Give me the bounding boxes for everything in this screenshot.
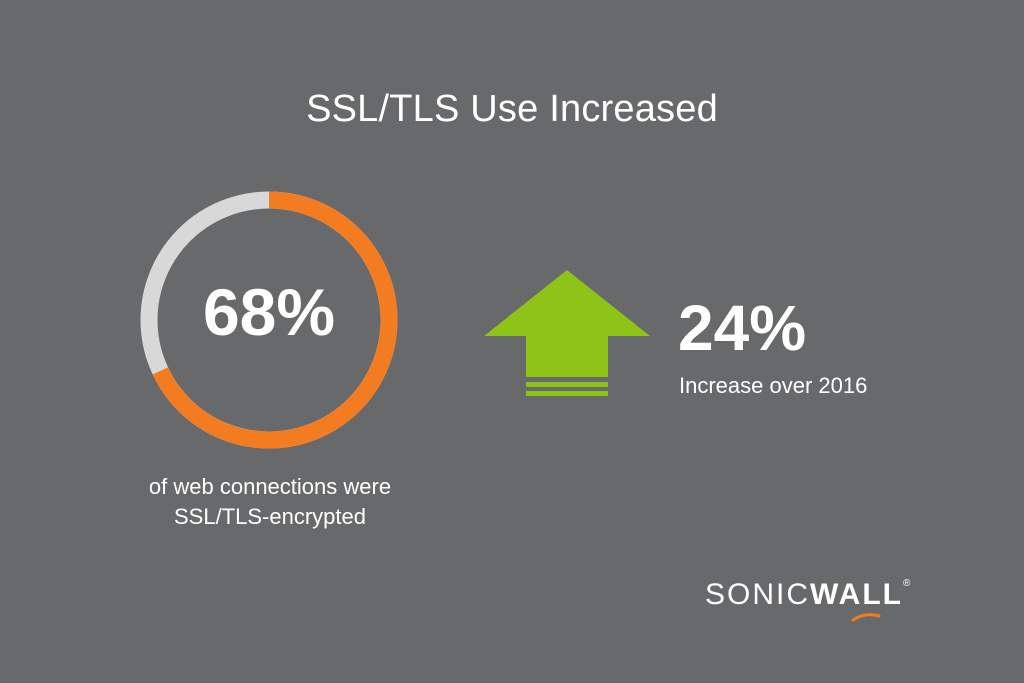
- logo-swoosh-icon: [851, 613, 881, 622]
- donut-percent-label: 68%: [202, 275, 336, 349]
- logo-text-bold: WALL: [810, 578, 903, 611]
- logo-registered: ®: [903, 578, 913, 589]
- donut-caption-line1: of web connections were: [148, 474, 392, 499]
- arrow-head: [484, 270, 650, 377]
- donut-fill: [140, 191, 398, 449]
- arrow-stripe: [526, 382, 608, 387]
- page-title: SSL/TLS Use Increased: [306, 88, 718, 130]
- arrow-stripe: [526, 391, 608, 396]
- donut-caption-line2: SSL/TLS-encrypted: [174, 504, 366, 529]
- donut-caption: of web connections were SSL/TLS-encrypte…: [100, 472, 440, 532]
- sonicwall-logo: SONICWALL®: [705, 570, 945, 630]
- logo-text: SONICWALL®: [705, 578, 912, 612]
- donut-chart: 68%: [134, 185, 404, 455]
- donut-ring: [140, 191, 398, 449]
- increase-value: 24%: [678, 292, 807, 364]
- increase-caption: Increase over 2016: [679, 373, 868, 398]
- logo-text-thin: SONIC: [705, 578, 811, 611]
- up-arrow-icon: [484, 270, 650, 396]
